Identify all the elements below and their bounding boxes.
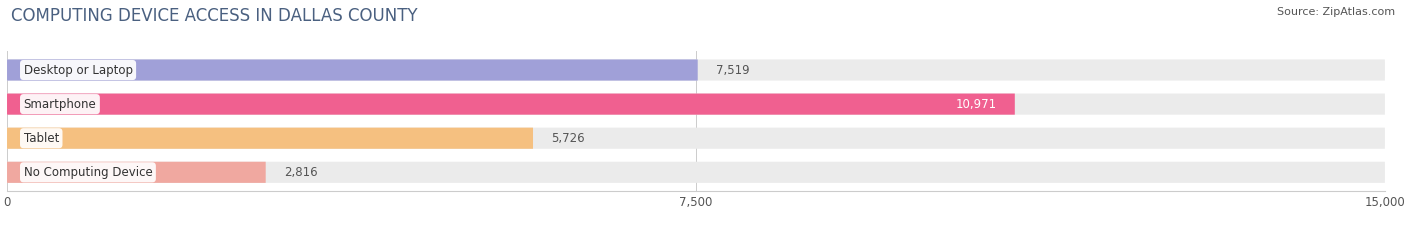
Text: 7,519: 7,519	[716, 64, 749, 76]
FancyBboxPatch shape	[7, 162, 266, 183]
FancyBboxPatch shape	[7, 93, 1015, 115]
Text: No Computing Device: No Computing Device	[24, 166, 152, 179]
Text: Tablet: Tablet	[24, 132, 59, 145]
Text: Smartphone: Smartphone	[24, 98, 97, 111]
Text: 5,726: 5,726	[551, 132, 585, 145]
Text: Source: ZipAtlas.com: Source: ZipAtlas.com	[1277, 7, 1395, 17]
FancyBboxPatch shape	[7, 93, 1385, 115]
Text: COMPUTING DEVICE ACCESS IN DALLAS COUNTY: COMPUTING DEVICE ACCESS IN DALLAS COUNTY	[11, 7, 418, 25]
FancyBboxPatch shape	[7, 59, 697, 81]
FancyBboxPatch shape	[7, 128, 533, 149]
FancyBboxPatch shape	[7, 128, 1385, 149]
Text: 2,816: 2,816	[284, 166, 318, 179]
FancyBboxPatch shape	[7, 59, 1385, 81]
Text: Desktop or Laptop: Desktop or Laptop	[24, 64, 132, 76]
Text: 10,971: 10,971	[955, 98, 997, 111]
FancyBboxPatch shape	[7, 162, 1385, 183]
